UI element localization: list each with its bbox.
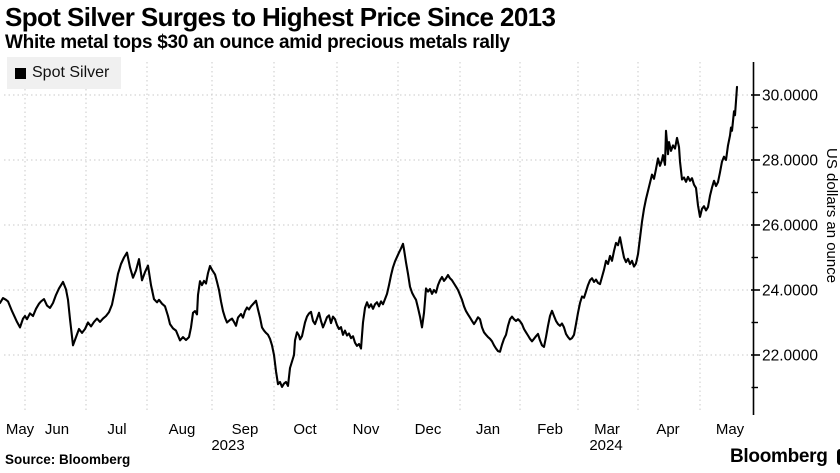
spot-silver-price-line <box>0 85 739 388</box>
x-month-label: Mar <box>594 421 620 438</box>
x-month-label: Sep <box>232 421 259 438</box>
x-month-label: Apr <box>656 421 679 438</box>
x-month-label: Aug <box>169 421 196 438</box>
page-title: Spot Silver Surges to Highest Price Sinc… <box>5 2 556 32</box>
y-tick-label: 28.0000 <box>762 153 818 170</box>
x-month-label: Nov <box>353 421 380 438</box>
x-month-label: May <box>716 421 745 438</box>
bloomberg-logo-icon <box>836 449 840 465</box>
x-month-label: May <box>6 421 35 438</box>
x-month-label: Dec <box>415 421 442 438</box>
x-month-label: Jan <box>476 421 500 438</box>
bloomberg-brand: Bloomberg <box>730 446 840 468</box>
page-subtitle: White metal tops $30 an ounce amid preci… <box>5 32 510 53</box>
y-tick-label: 24.0000 <box>762 283 818 300</box>
x-month-label: Oct <box>293 421 317 438</box>
x-year-label: 2023 <box>211 437 244 454</box>
y-tick-label: 26.0000 <box>762 218 818 235</box>
y-axis-title: US dollars an ounce <box>823 148 840 284</box>
x-month-label: Jun <box>45 421 69 438</box>
bloomberg-logo-text: Bloomberg <box>730 446 828 467</box>
y-tick-label: 30.0000 <box>762 88 818 105</box>
legend-label: Spot Silver <box>32 64 110 81</box>
x-month-label: Jul <box>107 421 126 438</box>
source-credit: Source: Bloomberg <box>5 452 131 467</box>
x-month-label: Feb <box>537 421 563 438</box>
legend: Spot Silver <box>7 57 122 89</box>
y-tick-label: 22.0000 <box>762 348 818 365</box>
legend-swatch-icon <box>15 67 26 79</box>
x-year-label: 2024 <box>589 437 622 454</box>
